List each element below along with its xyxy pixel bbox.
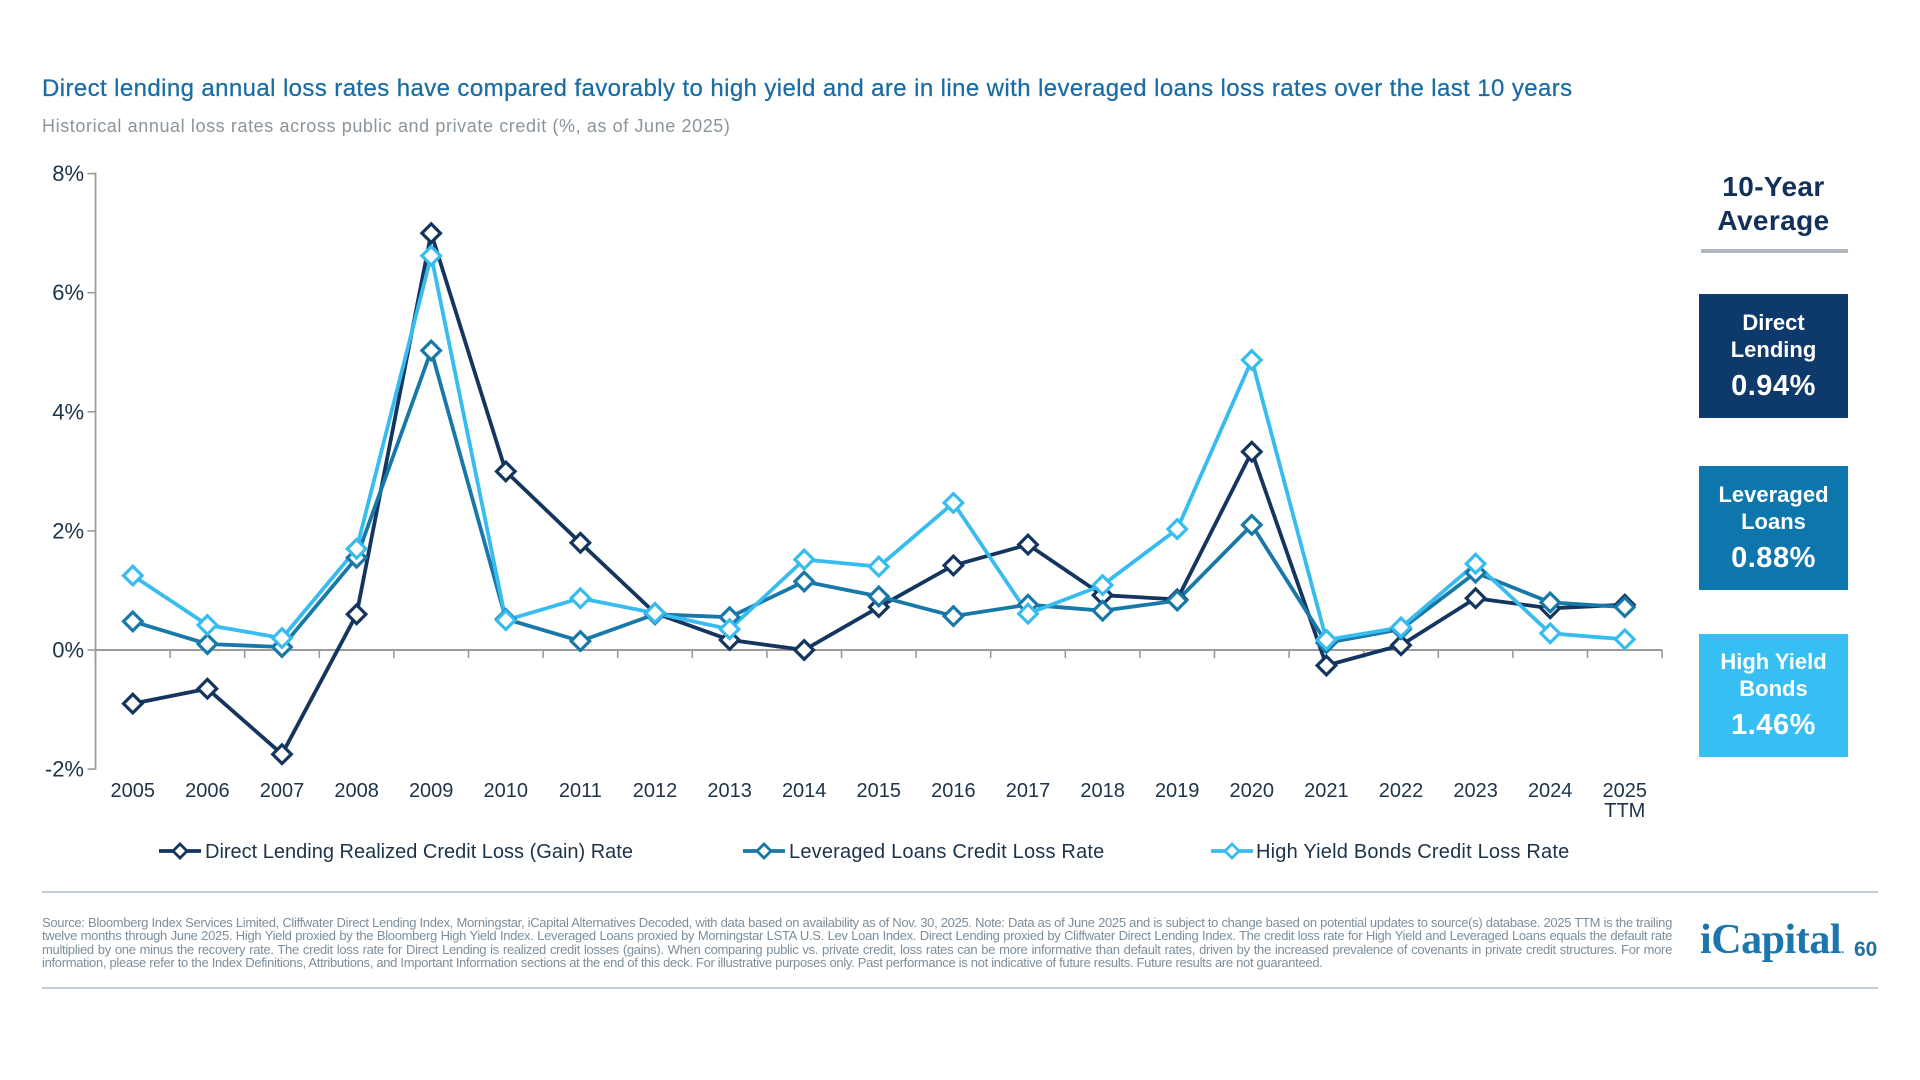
svg-text:2010: 2010 xyxy=(484,780,529,802)
svg-text:2019: 2019 xyxy=(1155,780,1200,802)
svg-text:Direct Lending Realized Credit: Direct Lending Realized Credit Loss (Gai… xyxy=(205,841,633,863)
svg-text:2018: 2018 xyxy=(1080,780,1125,802)
svg-text:2014: 2014 xyxy=(782,780,827,802)
svg-text:2006: 2006 xyxy=(185,780,230,802)
svg-text:2005: 2005 xyxy=(111,780,156,802)
svg-text:2015: 2015 xyxy=(857,780,902,802)
svg-text:2025: 2025 xyxy=(1603,780,1648,802)
svg-text:2011: 2011 xyxy=(559,780,602,802)
svg-text:TTM: TTM xyxy=(1604,800,1645,822)
svg-text:2022: 2022 xyxy=(1379,780,1424,802)
svg-text:2024: 2024 xyxy=(1528,780,1573,802)
svg-text:2009: 2009 xyxy=(409,780,454,802)
svg-text:High Yield Bonds Credit Loss R: High Yield Bonds Credit Loss Rate xyxy=(1256,841,1569,863)
svg-text:2017: 2017 xyxy=(1006,780,1051,802)
svg-text:4%: 4% xyxy=(52,399,84,424)
svg-text:2013: 2013 xyxy=(707,780,752,802)
svg-text:6%: 6% xyxy=(52,280,84,305)
svg-text:Leveraged Loans Credit Loss Ra: Leveraged Loans Credit Loss Rate xyxy=(789,841,1104,863)
svg-text:2023: 2023 xyxy=(1453,780,1498,802)
svg-text:2008: 2008 xyxy=(334,780,379,802)
svg-text:2%: 2% xyxy=(52,518,84,543)
svg-text:2016: 2016 xyxy=(931,780,976,802)
svg-text:8%: 8% xyxy=(52,161,84,186)
svg-text:2007: 2007 xyxy=(260,780,305,802)
svg-text:2020: 2020 xyxy=(1230,780,1275,802)
svg-text:2021: 2021 xyxy=(1304,780,1349,802)
svg-text:0%: 0% xyxy=(52,638,84,663)
svg-text:-2%: -2% xyxy=(45,757,84,782)
svg-text:2012: 2012 xyxy=(633,780,678,802)
